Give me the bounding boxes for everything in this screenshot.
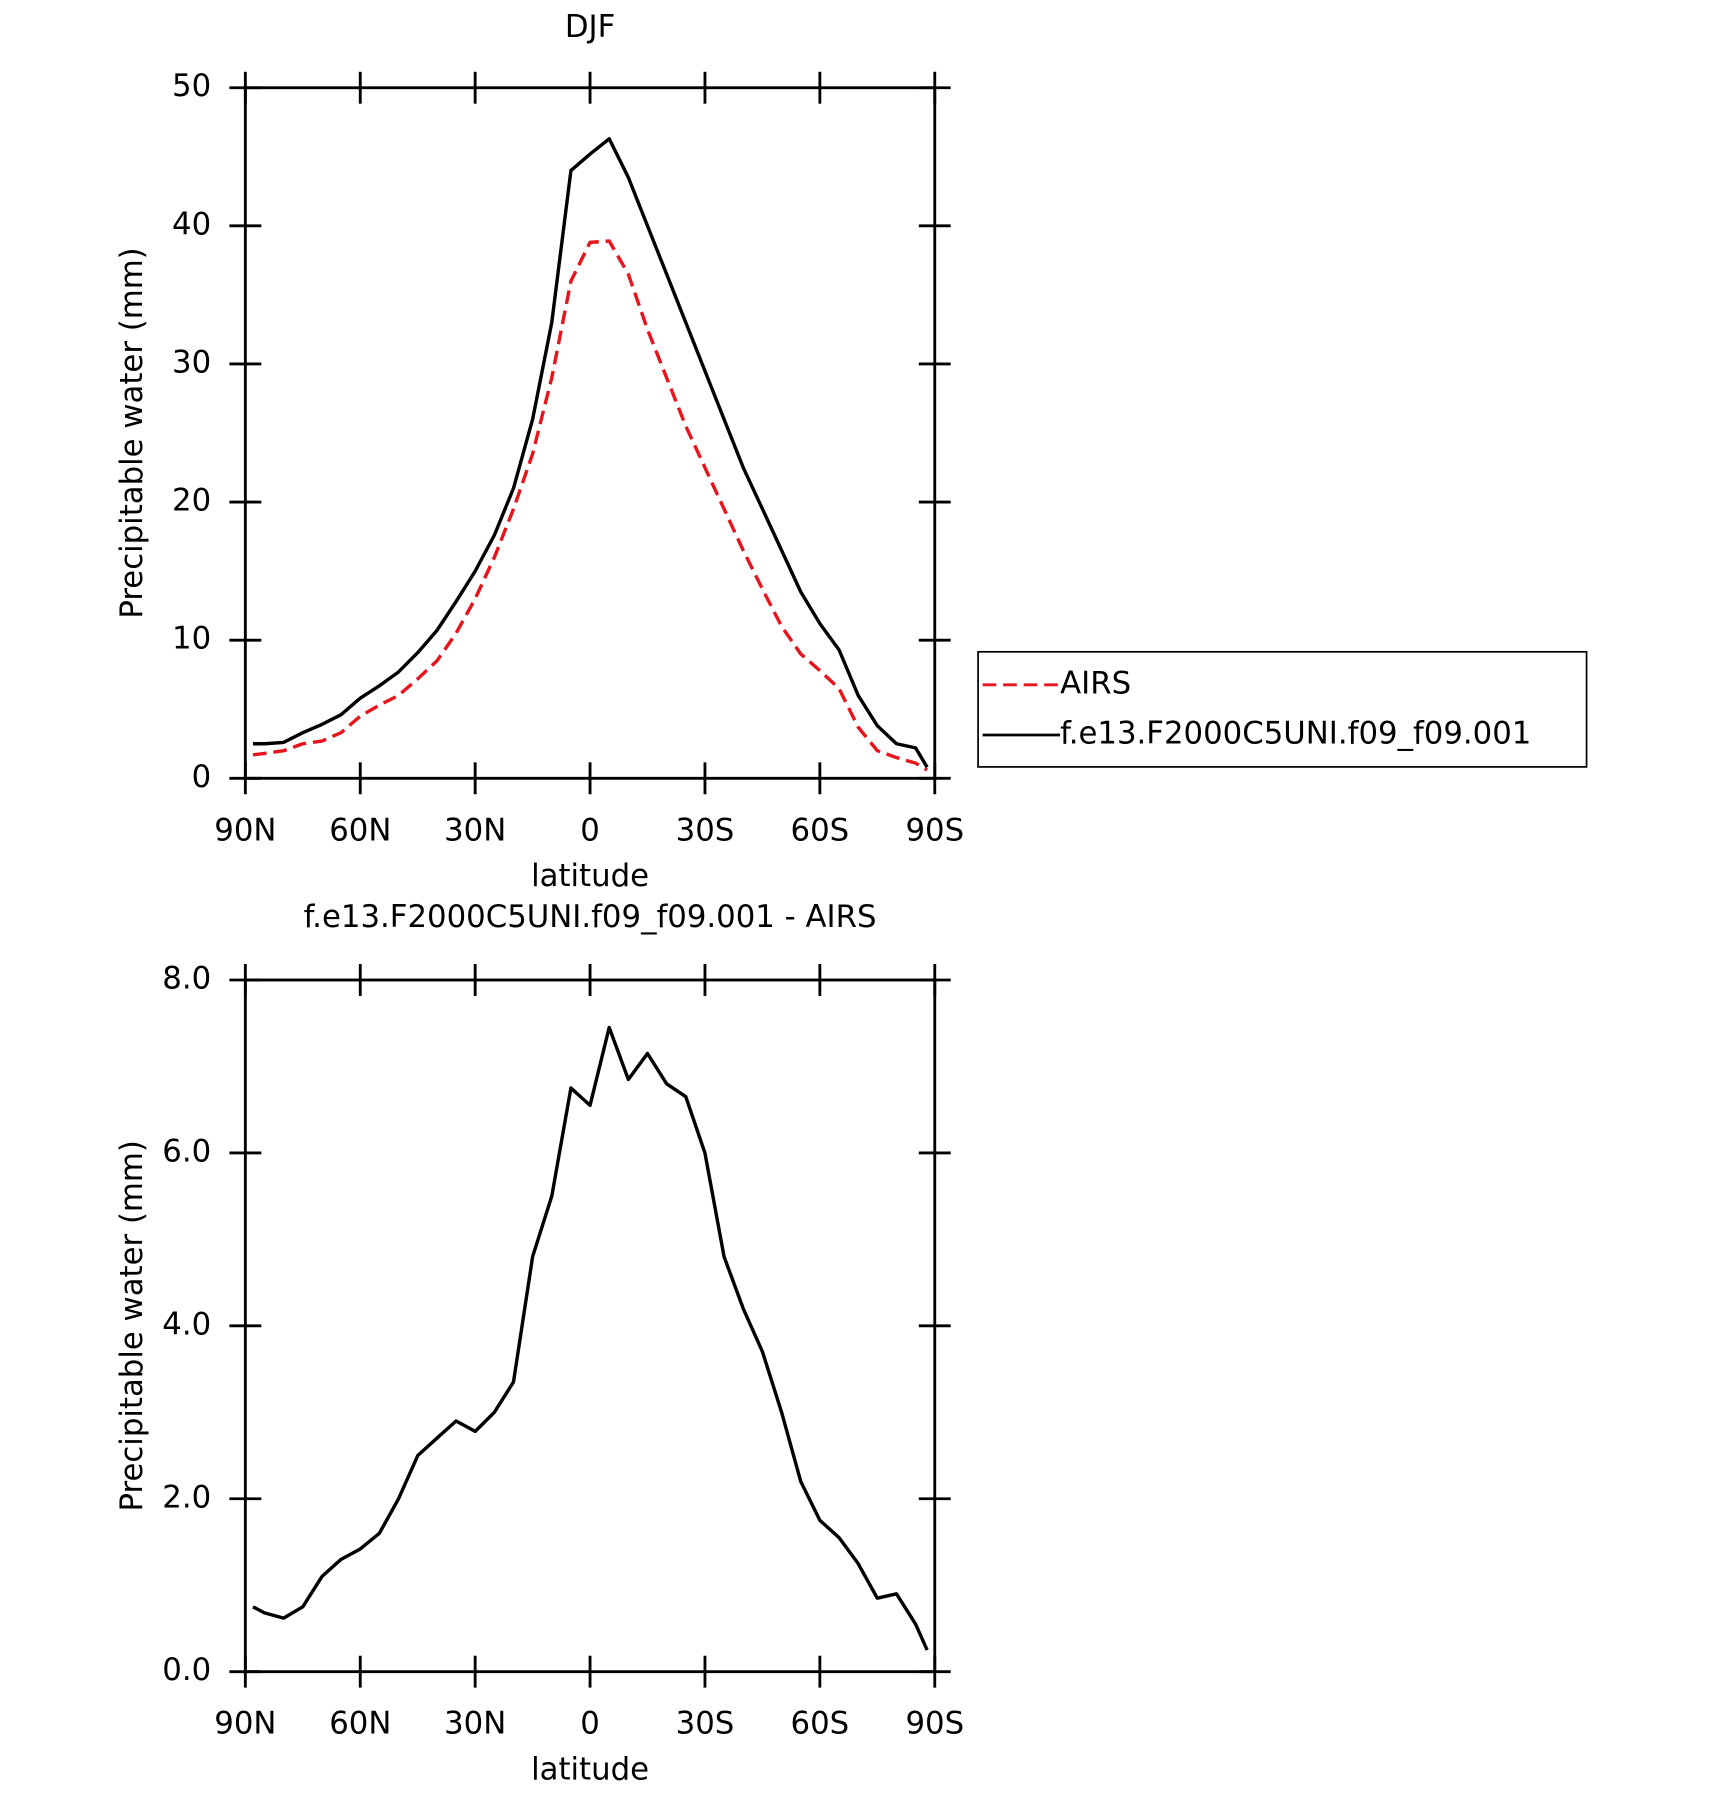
x-tick-label: 30N — [444, 1706, 506, 1742]
x-tick-label: 60N — [329, 812, 391, 848]
y-tick-label: 0.0 — [162, 1652, 211, 1688]
x-tick-label: 90N — [214, 812, 276, 848]
y-tick-label: 10 — [172, 621, 211, 657]
y-axis-label: Precipitable water (mm) — [114, 1140, 150, 1511]
x-axis-label: latitude — [531, 1751, 649, 1787]
legend-label: AIRS — [1060, 665, 1131, 701]
y-tick-label: 0 — [192, 759, 212, 795]
y-tick-label: 8.0 — [162, 960, 211, 996]
data-line — [252, 137, 929, 769]
y-tick-label: 40 — [172, 206, 211, 242]
y-tick-label: 50 — [172, 68, 211, 104]
y-axis-label: Precipitable water (mm) — [114, 247, 150, 618]
x-axis-label: latitude — [531, 858, 649, 894]
x-tick-label: 30N — [444, 812, 506, 848]
data-line — [252, 1025, 929, 1651]
data-line — [252, 239, 929, 772]
x-tick-label: 30S — [676, 812, 735, 848]
x-tick-label: 0 — [580, 812, 600, 848]
x-tick-label: 60S — [791, 1706, 850, 1742]
y-tick-label: 2.0 — [162, 1479, 211, 1515]
plot-frame — [243, 86, 937, 780]
x-tick-label: 30S — [676, 1706, 735, 1742]
legend-label: f.e13.F2000C5UNI.f09_f09.001 — [1060, 715, 1531, 751]
x-tick-label: 60S — [791, 812, 850, 848]
x-tick-label: 90N — [214, 1706, 276, 1742]
y-tick-label: 30 — [172, 344, 211, 380]
x-tick-label: 90S — [905, 812, 964, 848]
legend-box — [977, 650, 1588, 768]
x-tick-label: 90S — [905, 1706, 964, 1742]
y-tick-label: 4.0 — [162, 1306, 211, 1342]
chart-title: DJF — [565, 9, 615, 45]
y-tick-label: 6.0 — [162, 1133, 211, 1169]
x-tick-label: 60N — [329, 1706, 391, 1742]
x-tick-label: 0 — [580, 1706, 600, 1742]
plot-frame — [243, 978, 937, 1674]
chart-title: f.e13.F2000C5UNI.f09_f09.001 - AIRS — [304, 899, 877, 935]
y-tick-label: 20 — [172, 483, 211, 519]
